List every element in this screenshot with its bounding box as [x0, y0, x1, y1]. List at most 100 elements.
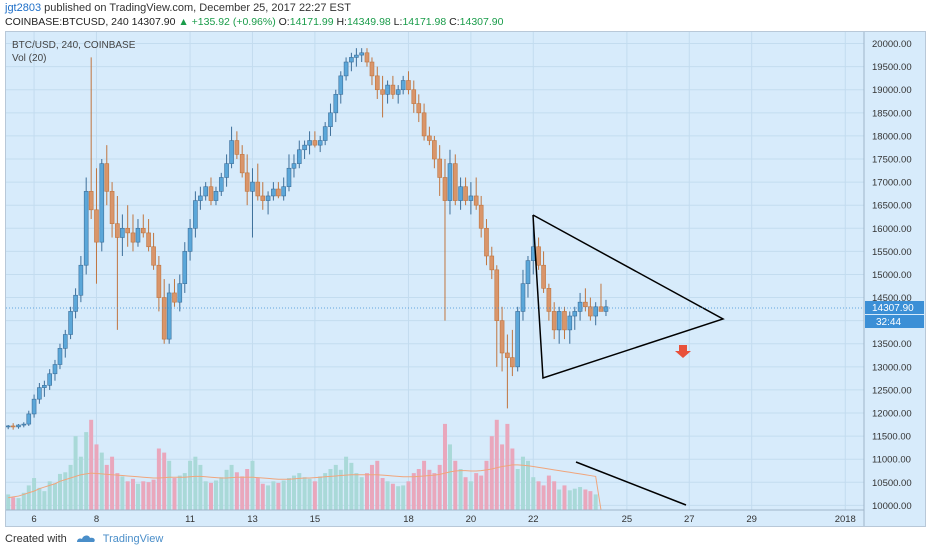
- candle-body: [104, 163, 110, 192]
- candle-body: [452, 163, 458, 201]
- candle-body: [291, 163, 297, 169]
- candlestick-chart[interactable]: 20000.00 19500.00 19000.00 18500.00 18000.00…: [6, 32, 925, 526]
- candle-body: [234, 140, 240, 155]
- volume-bar: [593, 494, 598, 510]
- volume-bar: [458, 469, 463, 510]
- volume-bar: [572, 488, 577, 510]
- volume-trend-line[interactable]: [575, 461, 687, 506]
- price-axis[interactable]: [863, 32, 925, 526]
- candle-body: [525, 260, 531, 285]
- last-price: 14307.90: [131, 16, 176, 28]
- candle-body: [484, 227, 489, 257]
- volume-bar: [188, 460, 193, 510]
- volume-bar: [489, 436, 494, 510]
- candle-body: [260, 195, 266, 201]
- volume-bar: [125, 481, 130, 510]
- candle-body: [546, 288, 552, 312]
- candle-body: [21, 423, 27, 426]
- candle-body: [172, 292, 177, 303]
- volume-bar: [401, 485, 406, 510]
- created-with-text: Created with: [5, 533, 67, 545]
- volume-bar: [177, 475, 182, 510]
- drawings-layer[interactable]: [532, 214, 725, 506]
- candle-body: [239, 154, 245, 174]
- volume-bar: [240, 476, 245, 510]
- price-tick-label: 16000.00: [872, 224, 912, 235]
- chart-area[interactable]: 20000.00 19500.00 19000.00 18500.00 18000.00…: [5, 31, 926, 527]
- volume-bar: [541, 485, 546, 510]
- volume-bar: [151, 479, 156, 510]
- volume-bar: [47, 481, 52, 510]
- volume-bar: [427, 469, 432, 510]
- candle-body: [385, 84, 390, 95]
- candle-body: [312, 140, 318, 146]
- volume-bar: [32, 478, 37, 510]
- volume-bar: [234, 472, 239, 510]
- candle-body: [437, 158, 442, 178]
- candle-body: [416, 103, 422, 114]
- volume-bar: [281, 480, 286, 510]
- candle-body: [203, 186, 208, 197]
- candle-body: [177, 283, 183, 303]
- time-tick-label: 2018: [835, 514, 856, 525]
- candle-body: [380, 89, 385, 95]
- volume-bar: [302, 477, 307, 510]
- candle-body: [583, 301, 588, 308]
- candle-body: [541, 264, 546, 289]
- price-tick-label: 14500.00: [872, 293, 912, 304]
- candle-body: [598, 306, 604, 312]
- volume-bar: [286, 478, 291, 510]
- volume-bar: [84, 432, 89, 510]
- triangle-pattern-drawing[interactable]: [532, 214, 725, 380]
- tradingview-logo-icon: [76, 535, 95, 542]
- volume-bar: [380, 478, 385, 510]
- volume-bar: [411, 473, 416, 510]
- volume-bar: [172, 478, 177, 510]
- price-tick-label: 15000.00: [872, 270, 912, 281]
- candle-body: [328, 112, 333, 127]
- volume-bar: [432, 473, 437, 510]
- last-price-tag: 14307.90 32:44: [865, 301, 924, 328]
- candle-body: [505, 352, 510, 358]
- volume-bar: [229, 464, 234, 510]
- tradingview-brand-link[interactable]: TradingView: [102, 533, 164, 545]
- volume-bar: [115, 473, 120, 510]
- candle-body: [406, 80, 411, 91]
- volume-bar: [104, 464, 109, 510]
- volume-bar: [203, 481, 208, 510]
- volume-bar: [567, 490, 572, 510]
- volume-bar: [354, 473, 359, 510]
- candle-body: [333, 94, 339, 114]
- candle-body: [317, 140, 323, 146]
- volume-bar: [245, 469, 250, 510]
- time-tick-label: 15: [310, 514, 321, 525]
- candle-body: [213, 191, 219, 201]
- volume-bar: [307, 478, 312, 510]
- candle-body: [26, 413, 32, 425]
- time-tick-label: 20: [466, 514, 477, 525]
- candle-body: [265, 195, 271, 201]
- candle-body: [390, 84, 396, 95]
- candle-body: [489, 255, 495, 271]
- volume-bar: [224, 469, 229, 510]
- volume-bar: [588, 491, 593, 510]
- high-value: 14349.98: [346, 16, 391, 28]
- candle-body: [57, 348, 63, 365]
- candle-body: [109, 191, 115, 224]
- author-link[interactable]: jgt2803: [5, 2, 42, 14]
- volume-bar: [578, 487, 583, 510]
- candle-body: [556, 311, 562, 331]
- volume-bar: [364, 473, 369, 510]
- volume-bar: [442, 423, 447, 510]
- volume-bar: [99, 452, 104, 510]
- candle-body: [271, 188, 276, 197]
- candle-body: [473, 195, 479, 206]
- volume-bar: [21, 492, 26, 510]
- volume-bar: [463, 477, 468, 510]
- volume-bar: [510, 448, 515, 510]
- volume-bar: [447, 444, 452, 510]
- candle-body: [520, 283, 526, 312]
- candle-body: [349, 57, 354, 63]
- candle-body: [115, 223, 120, 238]
- down-arrow-icon: [675, 345, 691, 358]
